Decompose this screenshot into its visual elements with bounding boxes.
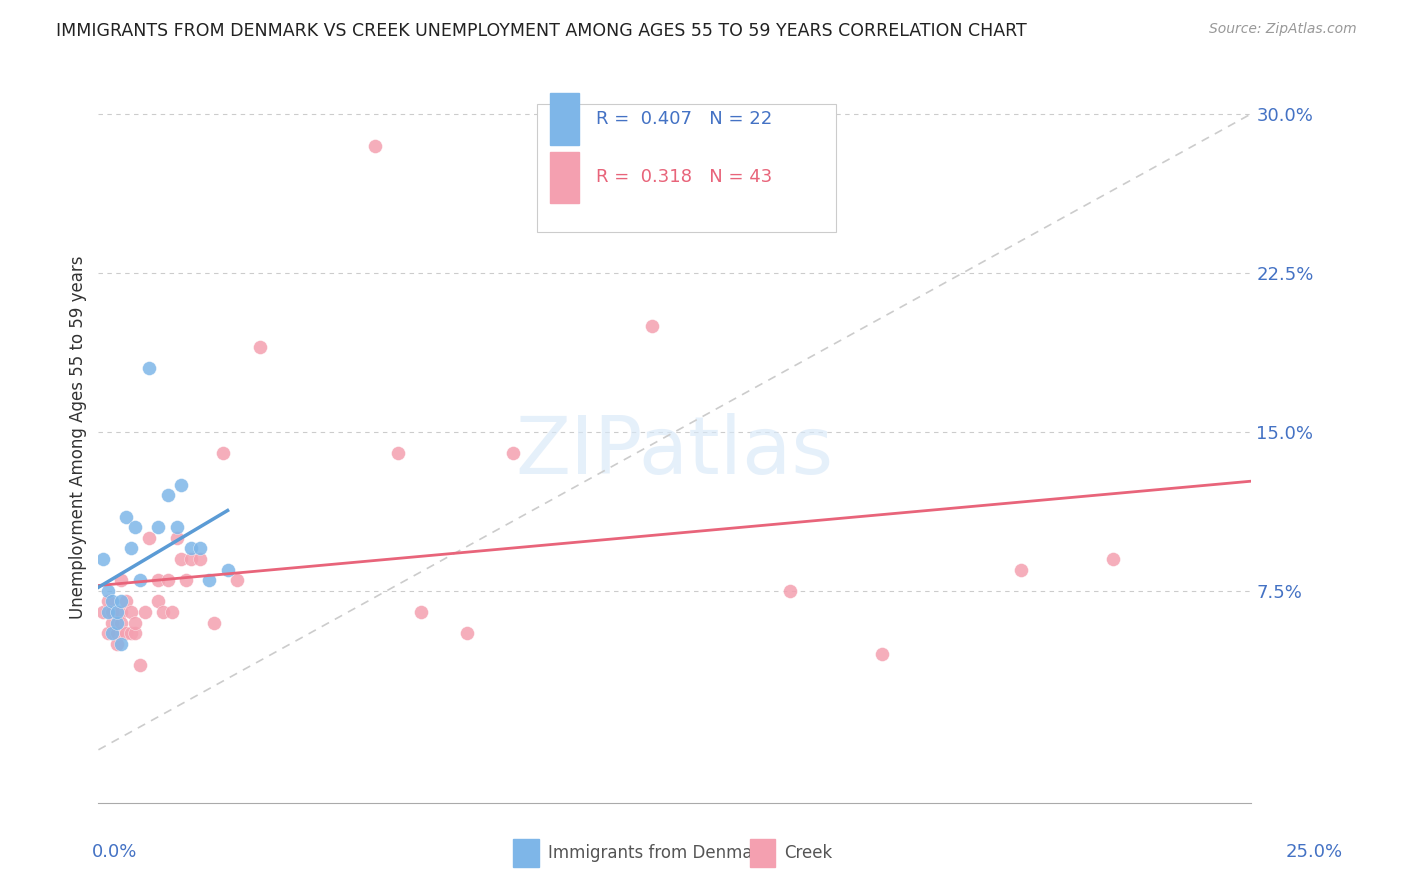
Point [411, 605, 433, 619]
Point [202, 615, 225, 630]
Point [502, 446, 524, 460]
Text: 25.0%: 25.0% [1285, 843, 1343, 861]
Point [212, 446, 235, 460]
Point [364, 138, 387, 153]
Point [97, 594, 120, 608]
Point [180, 541, 202, 556]
Point [101, 594, 124, 608]
Point [101, 615, 124, 630]
Point [198, 573, 221, 587]
Point [110, 637, 132, 651]
Point [180, 552, 202, 566]
Point [456, 626, 478, 640]
Point [160, 605, 183, 619]
Point [115, 626, 138, 640]
Text: Immigrants from Denmark: Immigrants from Denmark [548, 844, 769, 862]
Point [1010, 563, 1032, 577]
FancyBboxPatch shape [513, 839, 538, 867]
Point [148, 520, 170, 534]
Point [105, 615, 128, 630]
Point [97, 605, 120, 619]
Point [387, 446, 409, 460]
Point [641, 318, 664, 333]
Point [110, 615, 132, 630]
Point [225, 573, 247, 587]
Point [110, 594, 132, 608]
Point [91, 605, 114, 619]
Text: Source: ZipAtlas.com: Source: ZipAtlas.com [1209, 22, 1357, 37]
Point [97, 583, 120, 598]
Text: ZIPatlas: ZIPatlas [516, 413, 834, 491]
Point [148, 594, 170, 608]
Text: Creek: Creek [785, 844, 832, 862]
Point [105, 637, 128, 651]
Point [115, 594, 138, 608]
Point [156, 488, 179, 502]
FancyBboxPatch shape [537, 104, 837, 232]
Point [148, 573, 170, 587]
Point [188, 552, 211, 566]
Point [249, 340, 271, 354]
Y-axis label: Unemployment Among Ages 55 to 59 years: Unemployment Among Ages 55 to 59 years [69, 255, 87, 619]
Point [170, 552, 193, 566]
Point [166, 531, 188, 545]
Point [170, 477, 193, 491]
FancyBboxPatch shape [550, 94, 579, 145]
Point [138, 361, 160, 376]
Point [110, 605, 132, 619]
Point [1102, 552, 1125, 566]
Point [174, 573, 197, 587]
Text: IMMIGRANTS FROM DENMARK VS CREEK UNEMPLOYMENT AMONG AGES 55 TO 59 YEARS CORRELAT: IMMIGRANTS FROM DENMARK VS CREEK UNEMPLO… [56, 22, 1026, 40]
Point [105, 626, 128, 640]
Point [101, 626, 124, 640]
Point [152, 605, 174, 619]
Point [101, 605, 124, 619]
Point [120, 626, 142, 640]
Point [188, 541, 211, 556]
FancyBboxPatch shape [550, 152, 579, 203]
Point [872, 648, 894, 662]
Point [134, 605, 156, 619]
Point [124, 626, 146, 640]
Point [124, 520, 146, 534]
Point [138, 531, 160, 545]
Point [115, 509, 138, 524]
Point [105, 605, 128, 619]
Point [120, 541, 142, 556]
Point [217, 563, 239, 577]
Point [120, 605, 142, 619]
Point [129, 573, 152, 587]
FancyBboxPatch shape [749, 839, 775, 867]
Point [124, 615, 146, 630]
Point [129, 658, 152, 673]
Point [156, 573, 179, 587]
Point [91, 552, 114, 566]
Point [97, 626, 120, 640]
Point [779, 583, 801, 598]
Point [166, 520, 188, 534]
Text: 0.0%: 0.0% [91, 843, 136, 861]
Text: R =  0.318   N = 43: R = 0.318 N = 43 [596, 169, 773, 186]
Text: R =  0.407   N = 22: R = 0.407 N = 22 [596, 110, 773, 128]
Point [110, 573, 132, 587]
